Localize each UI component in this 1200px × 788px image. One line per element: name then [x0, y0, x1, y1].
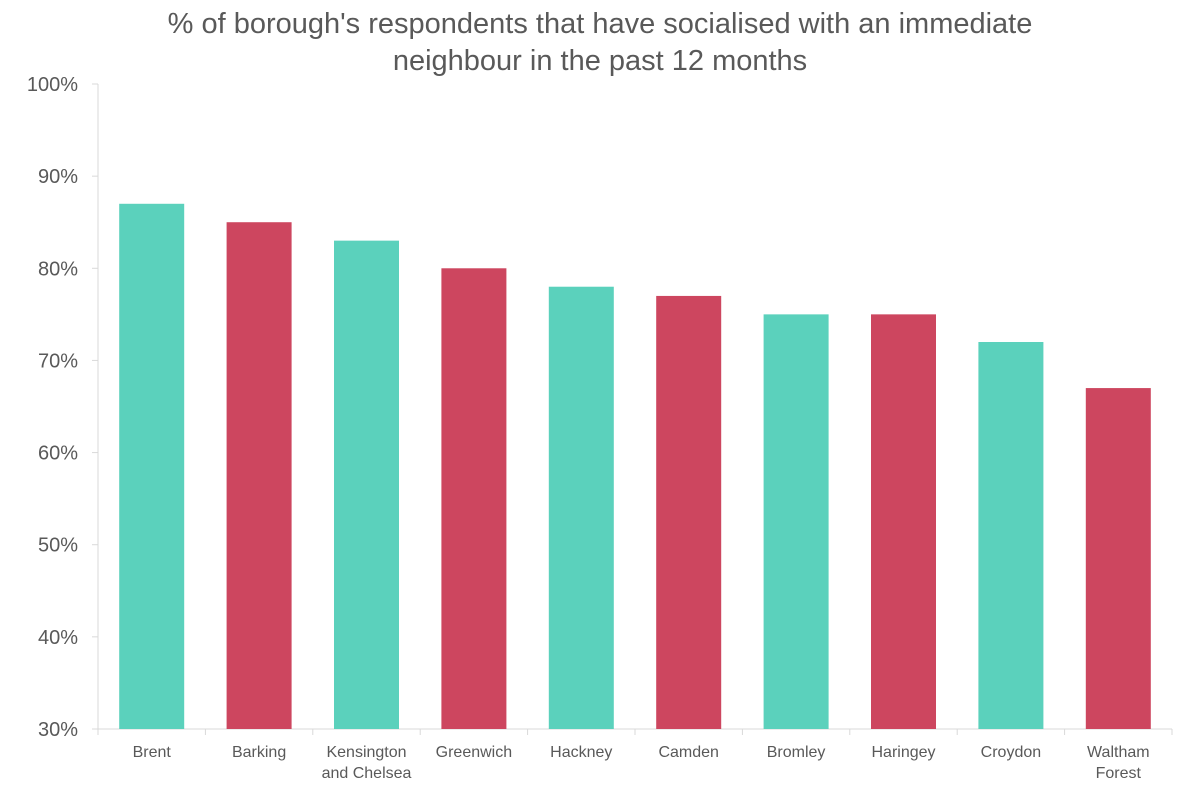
bar [1085, 388, 1151, 729]
bar [119, 203, 185, 730]
y-axis-tick-label: 40% [38, 627, 78, 649]
x-axis-tick-label: Kensington and Chelsea [322, 744, 412, 782]
bar [334, 240, 399, 729]
y-axis-tick-label: 70% [38, 350, 78, 372]
bar [548, 286, 614, 729]
bars [119, 203, 1151, 730]
bar [763, 314, 829, 729]
y-axis-tick-label: 100% [27, 74, 78, 96]
x-axis-tick-label: Bromley [767, 744, 826, 761]
x-axis-tick-label: Haringey [871, 744, 935, 761]
x-axis-tick-label: Hackney [550, 744, 612, 761]
bar [226, 222, 292, 729]
x-axis-tick-label: Camden [658, 744, 718, 761]
bar [656, 295, 722, 729]
x-axis-tick-label: Greenwich [436, 744, 512, 761]
y-axis-tick-label: 90% [38, 166, 78, 188]
bar [978, 342, 1044, 729]
chart-title: % of borough's respondents that have soc… [167, 8, 1033, 77]
x-axis-tick-label: Waltham Forest [1087, 744, 1150, 782]
x-axis-tick-label: Brent [133, 744, 172, 761]
x-axis-tick-labels: Brent Barking Kensington and Chelsea Greenwi… [133, 744, 1150, 782]
x-axis-tick-label: Croydon [981, 744, 1041, 761]
bar [441, 268, 507, 729]
y-axis-tick-label: 80% [38, 258, 78, 280]
y-axis-tick-labels: 30% 40% 50% 60% 70% 80% 90% 100% [27, 74, 78, 741]
y-axis-tick-label: 60% [38, 443, 78, 465]
bar [871, 314, 936, 729]
y-axis-tick-label: 30% [38, 719, 78, 741]
x-axis-tick-label: Barking [232, 744, 286, 761]
y-axis-tick-label: 50% [38, 535, 78, 557]
